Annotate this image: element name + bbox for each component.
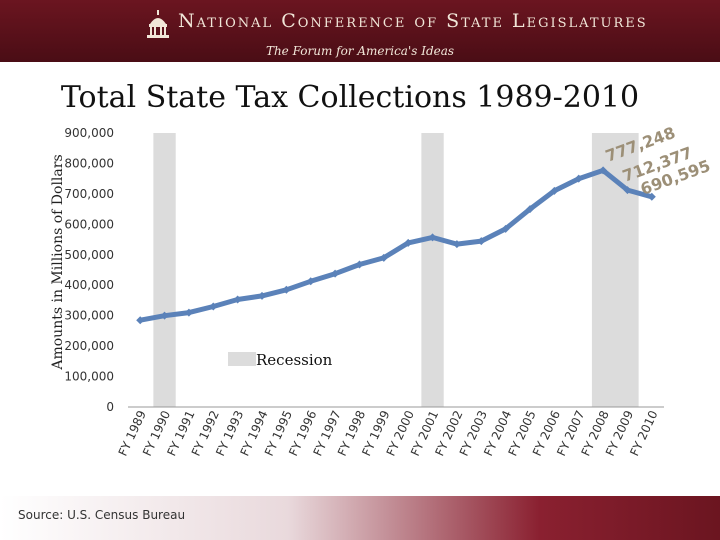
data-point: [477, 237, 486, 246]
data-point: [355, 260, 364, 269]
data-point: [428, 233, 437, 242]
y-tick-label: 300,000: [64, 309, 114, 323]
y-tick-label: 200,000: [64, 339, 114, 353]
org-name: National Conference of State Legislature…: [178, 10, 648, 32]
recession-band: [421, 133, 444, 407]
y-tick-label: 700,000: [64, 187, 114, 201]
y-tick-label: 100,000: [64, 370, 114, 384]
data-point: [306, 277, 315, 286]
legend: Recession: [228, 351, 333, 369]
y-tick-label: 800,000: [64, 156, 114, 170]
data-point: [258, 291, 266, 300]
data-point: [550, 186, 559, 195]
data-point: [526, 205, 534, 214]
data-points: [136, 166, 656, 325]
data-point: [647, 192, 656, 201]
y-tick-label: 400,000: [64, 278, 114, 292]
data-point: [209, 302, 218, 311]
legend-swatch-recession: [228, 352, 256, 366]
data-point: [452, 240, 461, 249]
data-point: [623, 186, 632, 195]
data-point: [501, 224, 510, 233]
header-banner: National Conference of State Legislature…: [0, 0, 720, 62]
chart-title: Total State Tax Collections 1989-2010: [60, 80, 640, 115]
recession-bands: [153, 133, 639, 407]
data-point: [379, 253, 388, 262]
y-tick-label: 600,000: [64, 217, 114, 231]
y-tick-label: 500,000: [64, 248, 114, 262]
y-tick-label: 0: [106, 400, 114, 414]
data-point: [136, 316, 145, 325]
recession-band: [153, 133, 176, 407]
data-point: [599, 166, 608, 175]
y-tick-label: 900,000: [64, 126, 114, 140]
source-note: Source: U.S. Census Bureau: [18, 508, 186, 522]
tagline: The Forum for America's Ideas: [265, 44, 455, 58]
data-point: [404, 238, 413, 247]
data-point: [574, 174, 583, 183]
capitol-dome-icon: [147, 10, 169, 38]
y-axis-ticks: 0 100,000 200,000 300,000 400,000 500,000 600,…: [64, 126, 114, 414]
series-line: [139, 167, 653, 323]
data-point: [184, 308, 193, 317]
y-axis-label: Amounts in Millions of Dollars: [50, 154, 66, 370]
data-point: [160, 311, 169, 320]
data-point: [282, 285, 291, 294]
footer-band: [0, 496, 720, 540]
data-point: [331, 269, 340, 278]
legend-label-recession: Recession: [256, 351, 333, 369]
data-point: [233, 295, 242, 304]
